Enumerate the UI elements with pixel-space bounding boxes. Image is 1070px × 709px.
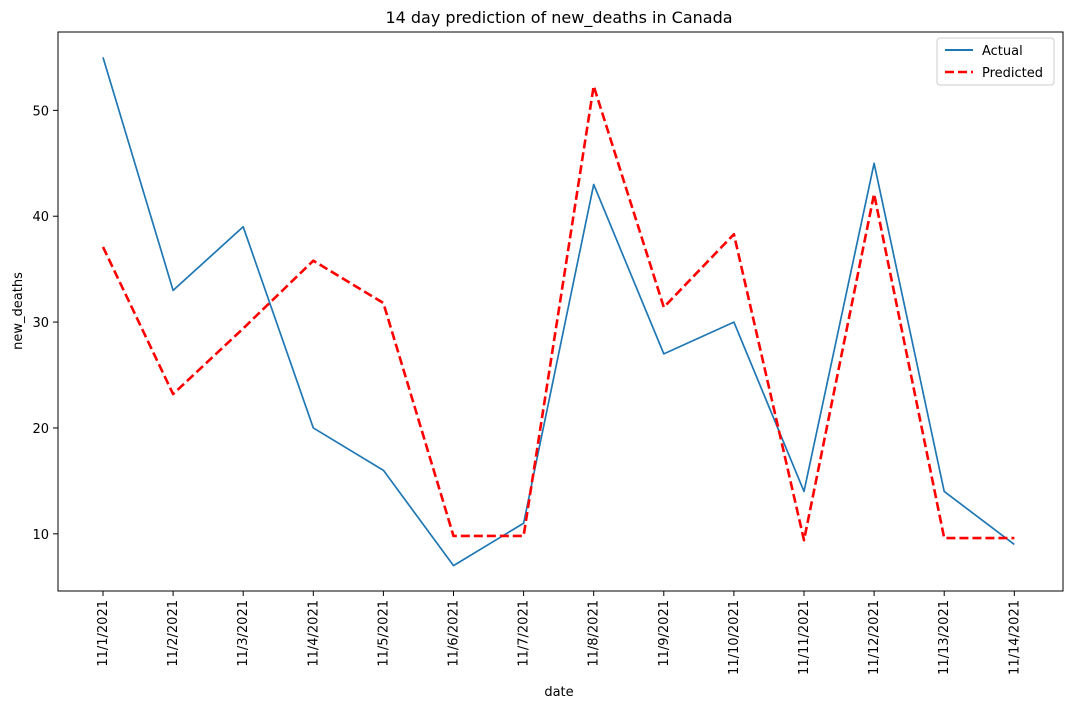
x-tick-label: 11/11/2021 [797,600,812,675]
series-line-actual [102,57,1015,567]
x-tick-label: 11/12/2021 [867,600,882,675]
x-tick-label: 11/10/2021 [727,600,742,675]
x-tick-label: 11/14/2021 [1007,600,1022,675]
x-tick-label: 11/4/2021 [306,600,321,667]
x-tick-label: 11/2/2021 [166,600,181,667]
y-tick-label: 50 [32,104,49,119]
plot-area [101,57,1015,567]
legend: Actual Predicted [936,37,1055,86]
y-tick-label: 30 [32,316,49,331]
chart-title: 14 day prediction of new_deaths in Canad… [385,8,732,28]
series-line-predicted [101,84,1015,542]
x-tick-label: 11/9/2021 [657,600,672,667]
x-tick-label: 11/5/2021 [376,600,391,667]
y-tick-label: 40 [32,210,49,225]
x-tick-label: 11/6/2021 [447,600,462,667]
y-tick-label: 10 [32,528,49,543]
y-axis-label: new_deaths [11,272,26,350]
plot-frame [57,31,1064,592]
axis-ticks: 11/1/2021 11/2/2021 11/3/2021 11/4/2021 11/5… [32,104,1022,675]
legend-label-predicted: Predicted [982,66,1043,81]
x-tick-label: 11/1/2021 [96,600,111,667]
x-tick-label: 11/8/2021 [587,600,602,667]
x-tick-label: 11/7/2021 [517,600,532,667]
y-tick-label: 20 [32,422,49,437]
x-tick-label: 11/13/2021 [937,600,952,675]
x-axis-label: date [544,685,573,700]
legend-label-actual: Actual [982,44,1023,59]
x-tick-label: 11/3/2021 [236,600,251,667]
